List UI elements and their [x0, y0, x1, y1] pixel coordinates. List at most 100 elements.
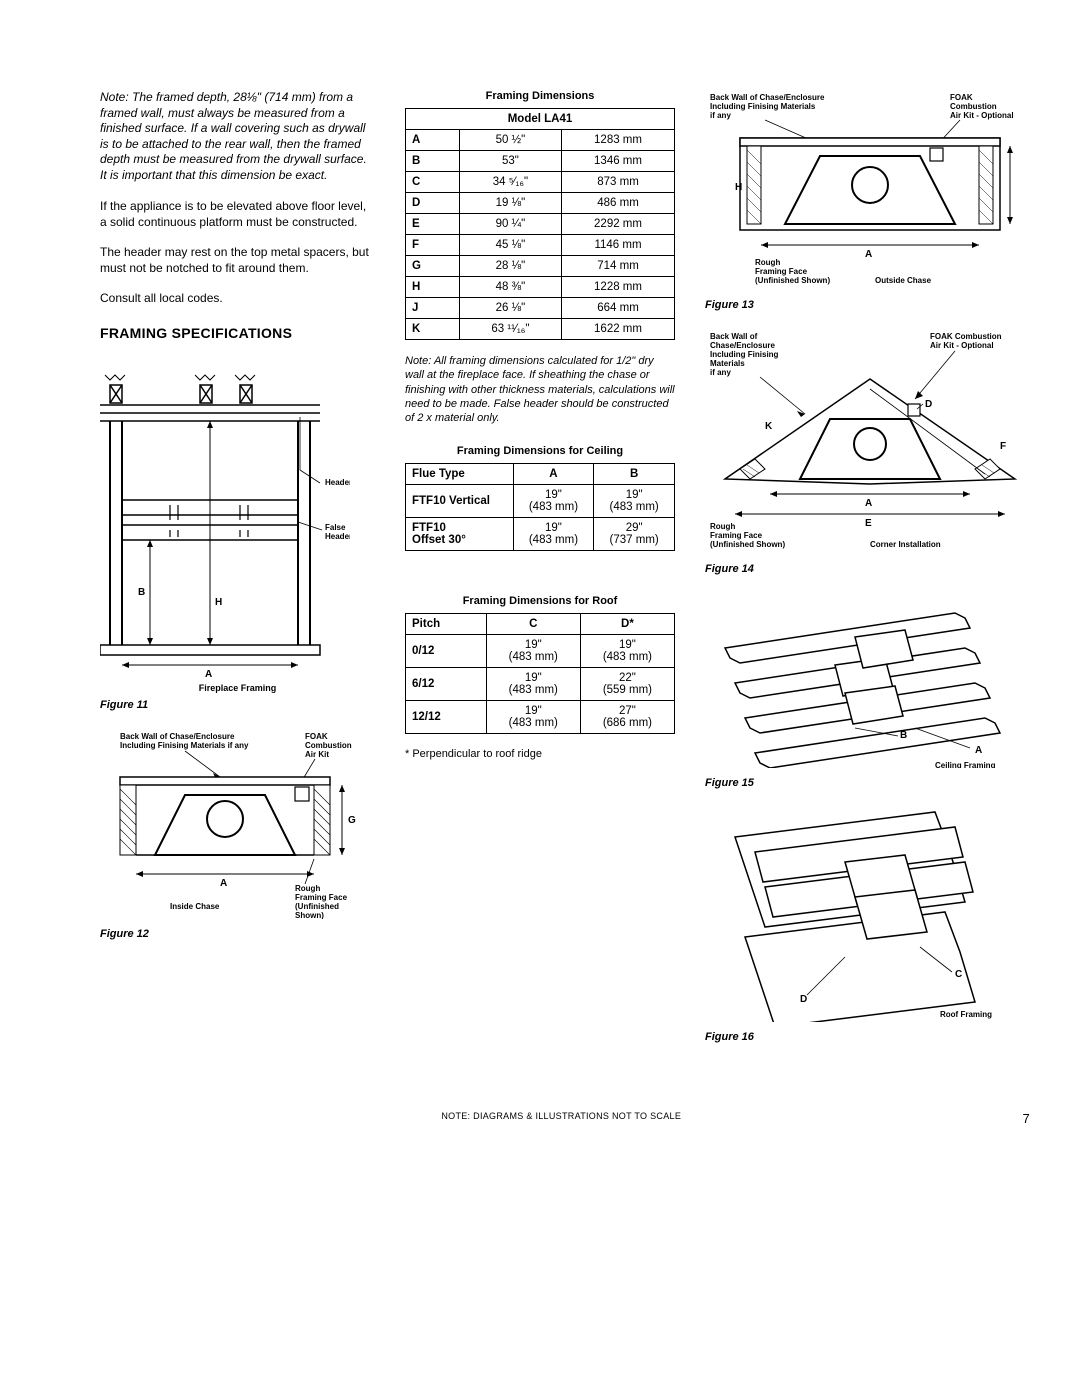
svg-text:G: G [348, 815, 356, 826]
para-codes: Consult all local codes. [100, 290, 375, 306]
t2h1: A [513, 464, 594, 485]
table-row: G28 ⅛"714 mm [406, 256, 675, 277]
svg-text:Framing Face: Framing Face [755, 267, 808, 276]
figure-13-diagram: Back Wall of Chase/Enclosure Including F… [705, 90, 1035, 293]
table3-footnote: * Perpendicular to roof ridge [405, 748, 675, 760]
heading-framing-specs: FRAMING SPECIFICATIONS [100, 325, 375, 341]
svg-text:Combustion: Combustion [950, 102, 997, 111]
figure-16-diagram: C D Roof Framing [705, 807, 1035, 1025]
svg-text:Outside Chase: Outside Chase [875, 276, 932, 285]
svg-text:H: H [735, 182, 742, 193]
svg-text:K: K [765, 421, 773, 432]
svg-text:Chase/Enclosure: Chase/Enclosure [710, 341, 775, 350]
svg-text:(Unfinished Shown): (Unfinished Shown) [710, 540, 785, 549]
svg-text:if any: if any [710, 111, 731, 120]
t3h2: D* [580, 614, 674, 635]
roof-dimensions-table: Pitch C D* 0/1219" (483 mm)19" (483 mm)6… [405, 613, 675, 734]
svg-text:Back Wall of: Back Wall of [710, 332, 758, 341]
figure-12-caption: Figure 12 [100, 928, 375, 940]
svg-text:A: A [205, 669, 212, 680]
table-row: J26 ⅛"664 mm [406, 298, 675, 319]
t2h2: B [594, 464, 675, 485]
svg-text:if any: if any [710, 368, 731, 377]
figure-14-caption: Figure 14 [705, 563, 1035, 575]
svg-text:Including Finising Materials: Including Finising Materials [710, 102, 816, 111]
svg-text:D: D [800, 994, 807, 1005]
framing-note: Note: All framing dimensions calculated … [405, 354, 675, 425]
para-header: The header may rest on the top metal spa… [100, 244, 375, 276]
svg-text:B: B [138, 587, 145, 598]
table-row: C34 ⁵⁄₁₆"873 mm [406, 172, 675, 193]
svg-text:Rough: Rough [710, 522, 735, 531]
footer-note: NOTE: DIAGRAMS & ILLUSTRATIONS NOT TO SC… [441, 1111, 681, 1121]
table-row: FTF10 Vertical19" (483 mm)19" (483 mm) [406, 485, 675, 518]
figure-11-caption: Figure 11 [100, 699, 375, 711]
svg-text:A: A [865, 498, 872, 509]
table-row: FTF10 Offset 30°19" (483 mm)29" (737 mm) [406, 518, 675, 551]
svg-text:Including Finising: Including Finising [710, 350, 779, 359]
figure-12-diagram: Back Wall of Chase/Enclosure Including F… [100, 729, 375, 922]
svg-text:B: B [900, 730, 907, 741]
column-1: Note: The framed depth, 28⅛" (714 mm) fr… [100, 90, 375, 1061]
svg-text:Back Wall of Chase/Enclosure: Back Wall of Chase/Enclosure [120, 732, 235, 741]
column-2: Framing Dimensions Model LA41 A50 ½"1283… [405, 90, 675, 1061]
svg-text:A: A [220, 878, 227, 889]
svg-text:Corner Installation: Corner Installation [870, 540, 941, 549]
framing-dimensions-table: Model LA41 A50 ½"1283 mmB53"1346 mmC34 ⁵… [405, 108, 675, 340]
svg-text:Air Kit: Air Kit [305, 750, 329, 759]
para-platform: If the appliance is to be elevated above… [100, 198, 375, 230]
svg-text:Materials: Materials [710, 359, 745, 368]
table1-model: Model LA41 [406, 109, 675, 130]
table1-title: Framing Dimensions [405, 90, 675, 102]
svg-text:Rough: Rough [755, 258, 780, 267]
table-row: E90 ¼"2292 mm [406, 214, 675, 235]
svg-text:C: C [955, 969, 962, 980]
svg-text:Including Finising Materials i: Including Finising Materials if any [120, 741, 249, 750]
table-row: B53"1346 mm [406, 151, 675, 172]
page-number: 7 [1022, 1111, 1030, 1126]
svg-text:Shown): Shown) [295, 911, 324, 919]
svg-text:Air Kit - Optional: Air Kit - Optional [950, 111, 1014, 120]
figure-15-caption: Figure 15 [705, 777, 1035, 789]
table-row: 6/1219" (483 mm)22" (559 mm) [406, 668, 675, 701]
svg-text:Framing Face: Framing Face [295, 893, 348, 902]
svg-text:Rough: Rough [295, 884, 320, 893]
svg-text:Framing Face: Framing Face [710, 531, 763, 540]
svg-text:Air Kit - Optional: Air Kit - Optional [930, 341, 994, 350]
figure-15-diagram: B A Ceiling Framing [705, 593, 1035, 771]
table2-title: Framing Dimensions for Ceiling [405, 445, 675, 457]
svg-text:D: D [925, 399, 932, 410]
figure-16-caption: Figure 16 [705, 1031, 1035, 1043]
svg-text:G: G [1017, 90, 1025, 93]
svg-text:False: False [325, 523, 346, 532]
table-row: F45 ⅛"1146 mm [406, 235, 675, 256]
table3-title: Framing Dimensions for Roof [405, 595, 675, 607]
svg-text:E: E [865, 518, 872, 529]
table-row: K63 ¹¹⁄₁₆"1622 mm [406, 319, 675, 340]
column-3: Back Wall of Chase/Enclosure Including F… [705, 90, 1035, 1061]
svg-text:Header: Header [325, 532, 350, 541]
svg-text:Header: Header [325, 478, 350, 487]
svg-text:FOAK Combustion: FOAK Combustion [930, 332, 1002, 341]
fig11-title: Fireplace Framing [100, 683, 375, 693]
t3h0: Pitch [406, 614, 487, 635]
svg-text:A: A [865, 249, 872, 260]
svg-text:FOAK: FOAK [950, 93, 973, 102]
ceiling-dimensions-table: Flue Type A B FTF10 Vertical19" (483 mm)… [405, 463, 675, 551]
svg-text:Combustion: Combustion [305, 741, 352, 750]
note-depth: Note: The framed depth, 28⅛" (714 mm) fr… [100, 90, 375, 184]
svg-text:(Unfinished Shown): (Unfinished Shown) [755, 276, 830, 285]
table-row: A50 ½"1283 mm [406, 130, 675, 151]
figure-11-diagram: B H A Header False Header Fireplace Fra [100, 355, 375, 693]
table-row: 12/1219" (483 mm)27" (686 mm) [406, 701, 675, 734]
table-row: D19 ⅛"486 mm [406, 193, 675, 214]
figure-13-caption: Figure 13 [705, 299, 1035, 311]
svg-text:Ceiling Framing: Ceiling Framing [935, 761, 996, 768]
svg-text:Inside Chase: Inside Chase [170, 902, 220, 911]
svg-text:FOAK: FOAK [305, 732, 328, 741]
svg-text:Roof Framing: Roof Framing [940, 1010, 992, 1019]
t2h0: Flue Type [406, 464, 514, 485]
table-row: 0/1219" (483 mm)19" (483 mm) [406, 635, 675, 668]
footer-row: NOTE: DIAGRAMS & ILLUSTRATIONS NOT TO SC… [100, 1111, 1030, 1121]
svg-text:F: F [1000, 441, 1006, 452]
